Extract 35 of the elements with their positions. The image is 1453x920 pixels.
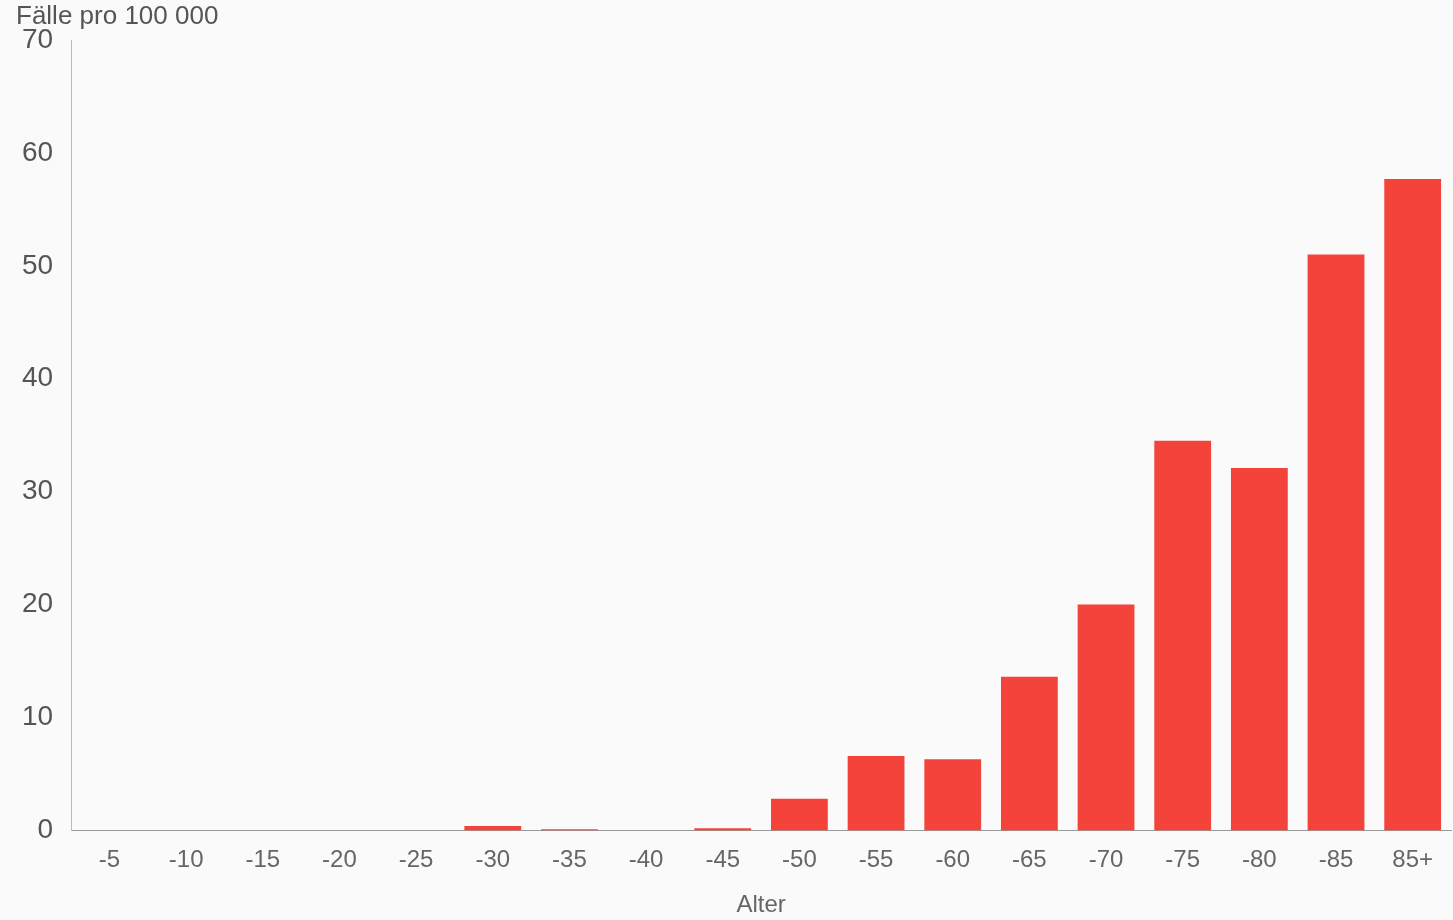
x-tick-label: -80 xyxy=(1242,845,1277,873)
y-tick-label: 60 xyxy=(21,135,54,167)
bar xyxy=(1000,676,1058,831)
bar xyxy=(1154,440,1212,831)
bar xyxy=(1384,178,1442,831)
x-tick-label: -25 xyxy=(398,845,434,873)
x-tick-label: -65 xyxy=(1012,845,1047,873)
x-tick-label: -35 xyxy=(552,845,587,873)
x-tick-label: -70 xyxy=(1088,845,1124,873)
x-tick-label: -5 xyxy=(98,845,121,873)
x-tick-label: -40 xyxy=(628,845,664,873)
x-tick-label: 85+ xyxy=(1392,845,1434,873)
x-tick-label: -45 xyxy=(705,845,741,873)
x-tick-label: -60 xyxy=(935,845,971,873)
x-tick-label: -75 xyxy=(1165,845,1201,873)
bar xyxy=(1230,467,1288,831)
x-tick-label: -15 xyxy=(245,845,281,873)
x-tick-label: -10 xyxy=(168,845,204,873)
bar xyxy=(1307,254,1365,831)
x-tick-label: -85 xyxy=(1318,845,1354,873)
y-tick-label: 50 xyxy=(21,248,54,280)
x-tick-label: -30 xyxy=(475,845,511,873)
bar xyxy=(924,759,982,831)
bar xyxy=(771,798,828,831)
bar xyxy=(847,755,905,831)
x-tick-label: -20 xyxy=(322,845,357,873)
y-tick-label: 20 xyxy=(21,587,54,619)
x-tick-label: -50 xyxy=(782,845,817,873)
bar xyxy=(1077,604,1135,831)
y-tick-label: 0 xyxy=(37,813,54,845)
y-tick-label: 30 xyxy=(21,474,54,506)
x-axis-title: Alter xyxy=(736,890,786,918)
y-tick-label: 10 xyxy=(21,700,54,732)
y-tick-label: 40 xyxy=(21,361,54,393)
x-tick-label: -55 xyxy=(858,845,894,873)
